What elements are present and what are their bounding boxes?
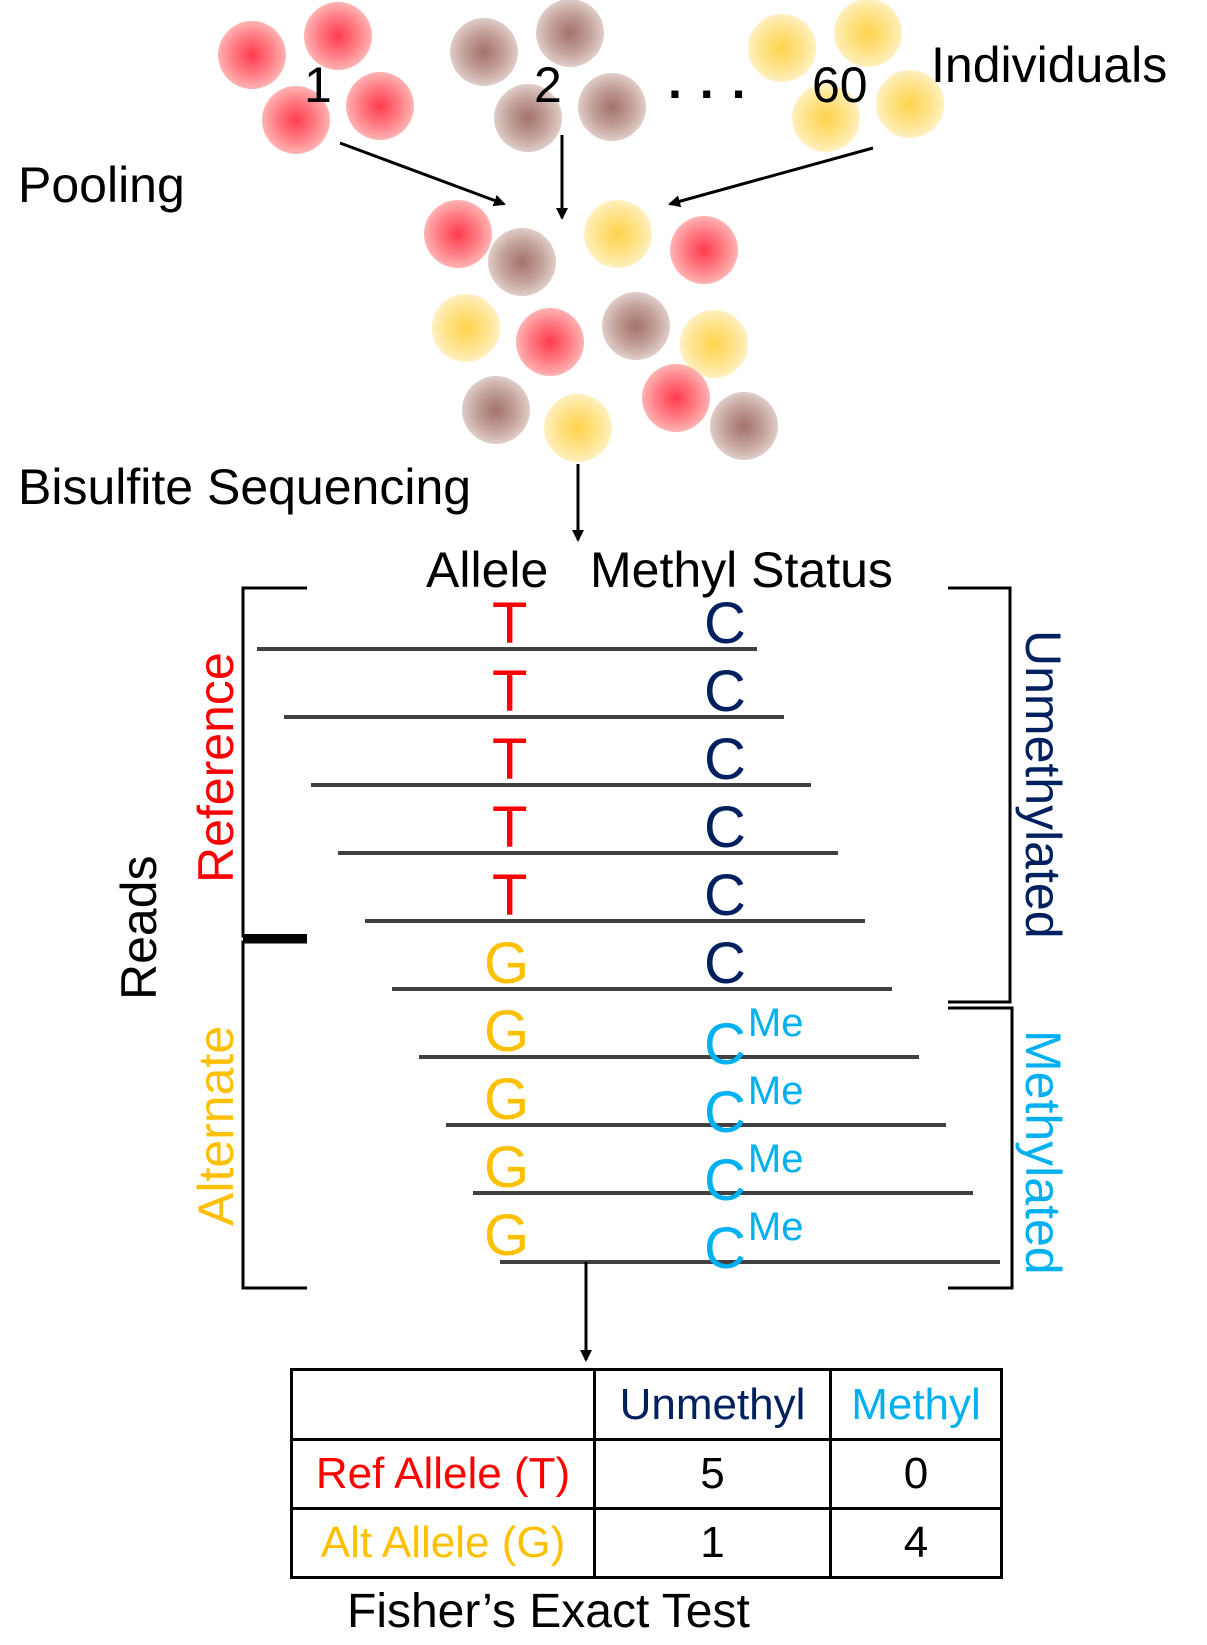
alternate-label: Alternate <box>188 1025 244 1226</box>
read-methyl-status-8: CMe <box>704 1071 803 1142</box>
read-methyl-status-7: CMe <box>704 1003 803 1074</box>
read-allele-3: T <box>492 727 528 792</box>
read-allele-4: T <box>492 795 528 860</box>
arrow-from-individual-60 <box>668 146 874 208</box>
read-lines <box>257 647 1000 1264</box>
methylated-label: Methylated <box>1015 1030 1071 1275</box>
read-allele-2: T <box>492 659 528 724</box>
individual-2-label: 2 <box>534 57 562 113</box>
reference-bracket <box>241 586 307 938</box>
fisher-test-label: Fisher’s Exact Test <box>347 1585 750 1638</box>
read-methyl-base-7: C <box>704 1012 746 1077</box>
read-allele-10: G <box>484 1203 530 1268</box>
cell-alt-unmethyl: 1 <box>593 1507 832 1579</box>
individuals-label: Individuals <box>931 37 1168 93</box>
read-methyl-status-5: C <box>704 867 746 925</box>
table-corner-cell <box>290 1368 596 1441</box>
bisulfite-label: Bisulfite Sequencing <box>18 459 472 515</box>
unmethylated-label: Unmethylated <box>1015 630 1071 939</box>
read-methyl-base-10: C <box>704 1216 746 1281</box>
read-methyl-status-6: C <box>704 935 746 993</box>
pooling-label: Pooling <box>18 157 185 213</box>
methyl-superscript-7: Me <box>747 1001 804 1045</box>
cell-ref-unmethyl: 5 <box>593 1438 832 1510</box>
methyl-superscript-8: Me <box>747 1069 804 1113</box>
read-allele-1: T <box>492 591 528 656</box>
read-methyl-status-4: C <box>704 799 746 857</box>
methyl-superscript-10: Me <box>747 1205 804 1249</box>
read-methyl-base-2: C <box>704 659 746 724</box>
allele-header: Allele <box>426 542 549 598</box>
read-allele-9: G <box>484 1135 530 1200</box>
individual-1-cells <box>218 2 414 154</box>
individual-2-cells <box>450 0 646 152</box>
read-methyl-base-4: C <box>704 795 746 860</box>
arrow-from-individual-1 <box>339 141 506 207</box>
read-methyl-base-5: C <box>704 863 746 928</box>
reference-label: Reference <box>188 652 244 883</box>
bracket-divider-left <box>243 934 307 941</box>
ellipsis-label: . . . <box>668 53 748 109</box>
read-allele-5: T <box>492 863 528 928</box>
pooled-cells <box>424 200 778 462</box>
read-methyl-status-9: CMe <box>704 1139 803 1210</box>
read-methyl-base-9: C <box>704 1148 746 1213</box>
read-allele-6: G <box>484 931 530 996</box>
read-methyl-status-10: CMe <box>704 1207 803 1278</box>
col-header-methyl: Methyl <box>829 1368 1003 1441</box>
read-methyl-status-3: C <box>704 731 746 789</box>
cell-ref-methyl: 0 <box>829 1438 1003 1510</box>
read-methyl-status-1: C <box>704 595 746 653</box>
read-methyl-base-8: C <box>704 1080 746 1145</box>
read-methyl-base-6: C <box>704 931 746 996</box>
read-methyl-base-3: C <box>704 727 746 792</box>
unmethylated-bracket <box>948 586 1012 1004</box>
row-header-alt-allele: Alt Allele (G) <box>290 1507 596 1579</box>
individual-60-label: 60 <box>812 57 868 113</box>
reads-label: Reads <box>111 855 167 1000</box>
methyl-status-header: Methyl Status <box>590 542 893 598</box>
cell-alt-methyl: 4 <box>829 1507 1003 1579</box>
col-header-unmethyl: Unmethyl <box>593 1368 832 1441</box>
fisher-contingency-table: Unmethyl Methyl Ref Allele (T) 5 0 Alt A… <box>290 1368 1003 1579</box>
read-methyl-status-2: C <box>704 663 746 721</box>
methyl-superscript-9: Me <box>747 1137 804 1181</box>
individual-1-label: 1 <box>304 57 332 113</box>
row-header-ref-allele: Ref Allele (T) <box>290 1438 596 1510</box>
read-methyl-base-1: C <box>704 591 746 656</box>
read-allele-7: G <box>484 999 530 1064</box>
alternate-bracket <box>241 940 307 1290</box>
individual-60-cells <box>748 0 944 152</box>
methylated-bracket <box>948 1006 1014 1290</box>
read-allele-8: G <box>484 1067 530 1132</box>
